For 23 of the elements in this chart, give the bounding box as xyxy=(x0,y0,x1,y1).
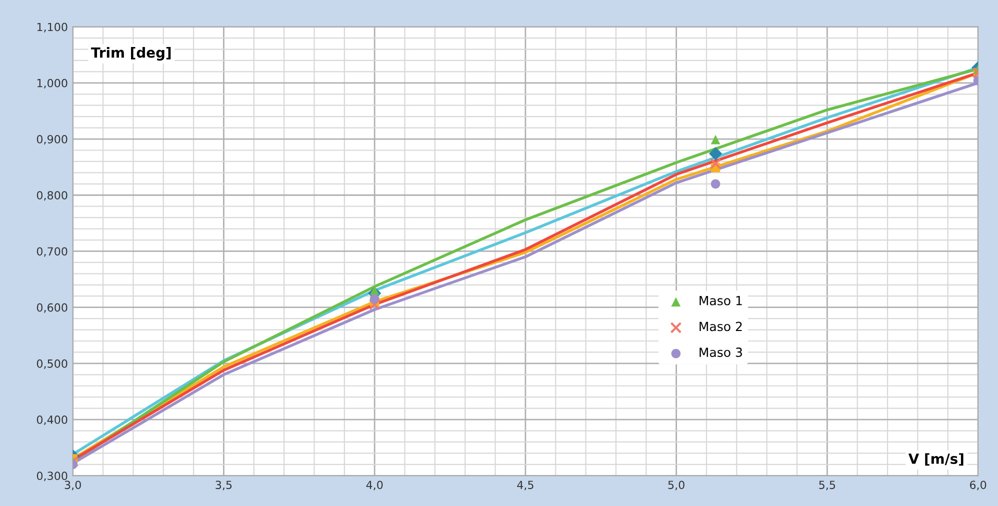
y-tick-label: 0,900 xyxy=(36,135,68,145)
x-tick-label: 4,5 xyxy=(517,480,534,490)
y-tick-label: 0,800 xyxy=(36,191,68,201)
point xyxy=(710,134,720,144)
y-tick-label: 1,100 xyxy=(37,22,68,32)
x-tick-label: 3,0 xyxy=(64,480,81,490)
x-tick-label: 3,5 xyxy=(216,480,232,490)
x-tick-label: 6,0 xyxy=(970,480,986,490)
x-tick-label: 5,0 xyxy=(668,480,684,490)
y-axis-title: Trim [deg] xyxy=(91,47,171,61)
point xyxy=(370,286,380,296)
legend-label: Maso 3 xyxy=(700,348,742,358)
y-tick-label: 0,700 xyxy=(36,247,68,257)
x-tick-label: 5,5 xyxy=(819,480,836,490)
y-tick-label: 1,000 xyxy=(37,78,68,88)
legend-label: Maso 2 xyxy=(700,322,742,332)
y-tick-label: 0,300 xyxy=(36,472,68,482)
legend-label: Maso 1 xyxy=(700,296,742,306)
x-tick-label: 4,0 xyxy=(366,480,383,490)
y-tick-label: 0,500 xyxy=(36,359,68,369)
x-axis-title: V [m/s] xyxy=(908,453,964,466)
y-tick-label: 0,400 xyxy=(36,416,68,426)
y-tick-label: 0,600 xyxy=(36,303,68,313)
